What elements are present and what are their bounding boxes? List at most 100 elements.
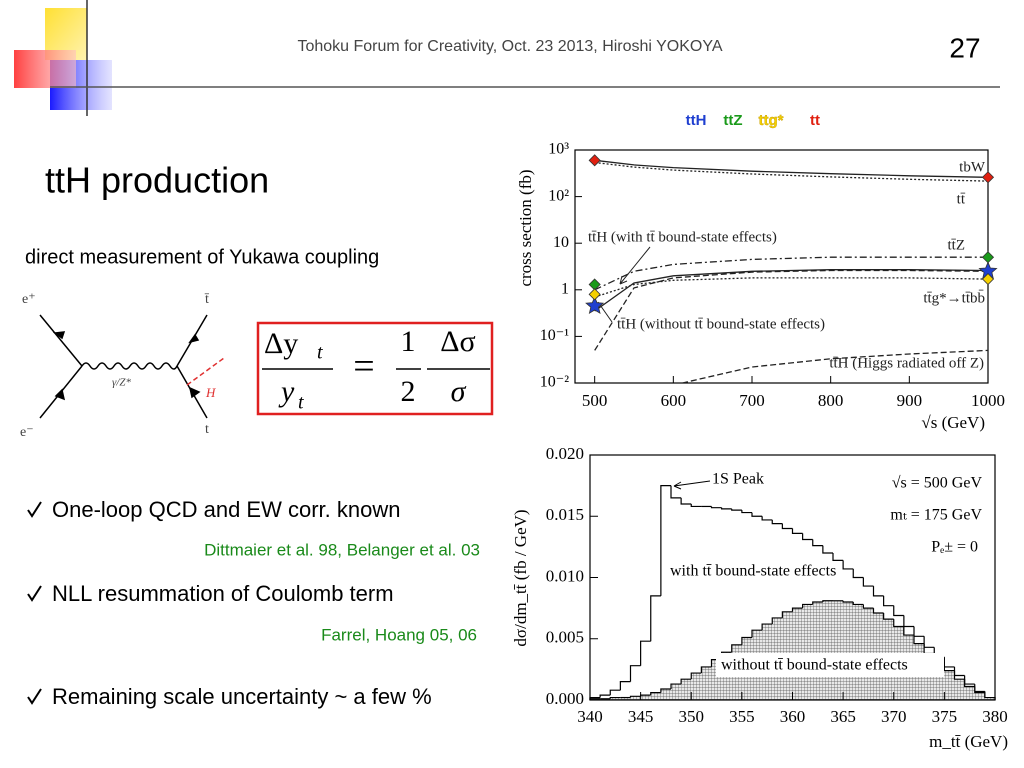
page-number: 27 xyxy=(949,32,980,63)
histogram-bar xyxy=(640,695,651,700)
y-tick-label: 10³ xyxy=(548,141,569,158)
curve xyxy=(594,269,988,351)
diagram-label: e⁺ xyxy=(22,292,36,307)
y-axis-label: cross section (fb) xyxy=(516,169,535,286)
x-tick-label: 600 xyxy=(661,391,687,410)
histogram-step xyxy=(872,608,884,614)
histogram-step xyxy=(812,601,823,605)
histogram-bar xyxy=(711,659,722,700)
curve-label: tt̄H (Higgs radiated off Z) xyxy=(829,355,984,371)
histogram-step xyxy=(609,689,621,696)
data-point xyxy=(981,251,995,264)
histogram-step xyxy=(862,577,874,587)
y-tick-label: 0.020 xyxy=(546,444,584,463)
histogram-step xyxy=(650,692,661,696)
subtitle: direct measurement of Yukawa coupling xyxy=(25,246,379,268)
x-tick-label: 350 xyxy=(679,707,705,726)
formula-part: σ xyxy=(451,375,467,408)
data-point xyxy=(585,295,605,315)
histogram-step xyxy=(690,504,702,508)
x-tick-label: 700 xyxy=(739,391,765,410)
formula-part: t xyxy=(317,342,323,364)
histogram-bar xyxy=(681,679,692,700)
curve-label: tbW xyxy=(959,159,986,175)
histogram-step xyxy=(852,602,864,606)
histogram-bar xyxy=(701,666,712,700)
histogram-step xyxy=(619,681,631,691)
curve-label: tt̄ xyxy=(957,191,966,207)
annotation: √s = 500 GeV xyxy=(892,475,983,492)
histogram-bar xyxy=(620,697,631,700)
x-tick-label: 500 xyxy=(582,391,608,410)
formula-part: Δσ xyxy=(440,325,475,358)
formula-part: = xyxy=(353,346,374,388)
histogram-step xyxy=(731,508,742,511)
check-icon xyxy=(27,501,42,518)
legend-entry: tt xyxy=(810,112,820,129)
data-point xyxy=(981,272,995,286)
header-text: Tohoku Forum for Creativity, Oct. 23 201… xyxy=(297,38,722,55)
y-tick-label: 10 xyxy=(553,234,569,251)
curve xyxy=(594,161,988,182)
legend-entry: ttZ xyxy=(723,112,742,129)
x-tick-label: 340 xyxy=(577,707,603,726)
histogram-step xyxy=(680,497,692,505)
x-tick-label: 1000 xyxy=(971,391,1005,410)
histogram-step xyxy=(650,595,661,642)
curve-label: tt̄H (with tt̄ bound-state effects) xyxy=(588,229,777,245)
histogram-step xyxy=(609,696,621,699)
histogram-bar xyxy=(691,673,702,700)
histogram-bar xyxy=(671,684,682,700)
logo-decoration xyxy=(14,0,1000,116)
formula-part: y xyxy=(278,375,295,408)
bullet-text: One-loop QCD and EW corr. known xyxy=(52,497,400,522)
x-tick-label: 900 xyxy=(897,391,923,410)
histogram-step xyxy=(710,506,722,509)
annotation-box xyxy=(716,653,944,677)
histogram-step xyxy=(751,629,763,638)
feynman-diagram xyxy=(39,314,225,419)
histogram-step xyxy=(842,600,854,603)
histogram-step xyxy=(802,533,813,541)
bullet-list: One-loop QCD and EW corr. known Dittmaie… xyxy=(27,497,480,709)
diagram-label: t̄ xyxy=(204,292,210,307)
histogram-bar xyxy=(984,697,995,700)
annotation: mₜ = 175 GeV xyxy=(890,507,982,524)
y-axis-label: dσ/dm_tt̄ (fb / GeV) xyxy=(511,509,530,646)
histogram-bar xyxy=(802,604,813,700)
histogram-step xyxy=(680,678,692,685)
y-tick-label: 10⁻² xyxy=(540,374,569,391)
histogram-step xyxy=(832,553,844,561)
charts: 500 600 700 800 900 1000 10⁻² 10⁻¹ 1 10 10² 10³ √s (… xyxy=(505,112,1012,755)
curve xyxy=(594,256,988,291)
curve xyxy=(594,269,988,312)
y-tick-label: 1 xyxy=(561,280,569,297)
histogram-bar xyxy=(600,698,611,700)
bullet-text: Remaining scale uncertainty ~ a few % xyxy=(52,684,432,709)
histogram-bar xyxy=(964,686,975,700)
histogram-step xyxy=(842,560,854,570)
x-tick-label: 345 xyxy=(628,707,654,726)
curve xyxy=(679,349,988,383)
histogram-step xyxy=(660,688,671,693)
histogram-step xyxy=(822,600,833,602)
data-point xyxy=(588,154,601,167)
x-tick-label: 360 xyxy=(780,707,806,726)
histogram-step xyxy=(781,523,793,530)
histogram-bar xyxy=(660,688,671,700)
histogram-step xyxy=(771,617,783,625)
histogram-bar xyxy=(843,602,854,700)
y-tick-label: 0.010 xyxy=(546,566,584,585)
check-icon xyxy=(27,688,42,705)
histogram-step xyxy=(599,694,611,698)
histogram-step xyxy=(893,605,904,617)
histogram-bar xyxy=(934,662,945,700)
x-tick-label: 365 xyxy=(830,707,856,726)
formula-part: Δy xyxy=(264,327,298,360)
histogram-bar xyxy=(944,670,955,700)
histogram-step xyxy=(741,636,752,645)
formula-part: 2 xyxy=(401,375,416,408)
y-tick-label: 0.000 xyxy=(546,689,584,708)
diagram-label: γ/Z* xyxy=(112,377,132,389)
